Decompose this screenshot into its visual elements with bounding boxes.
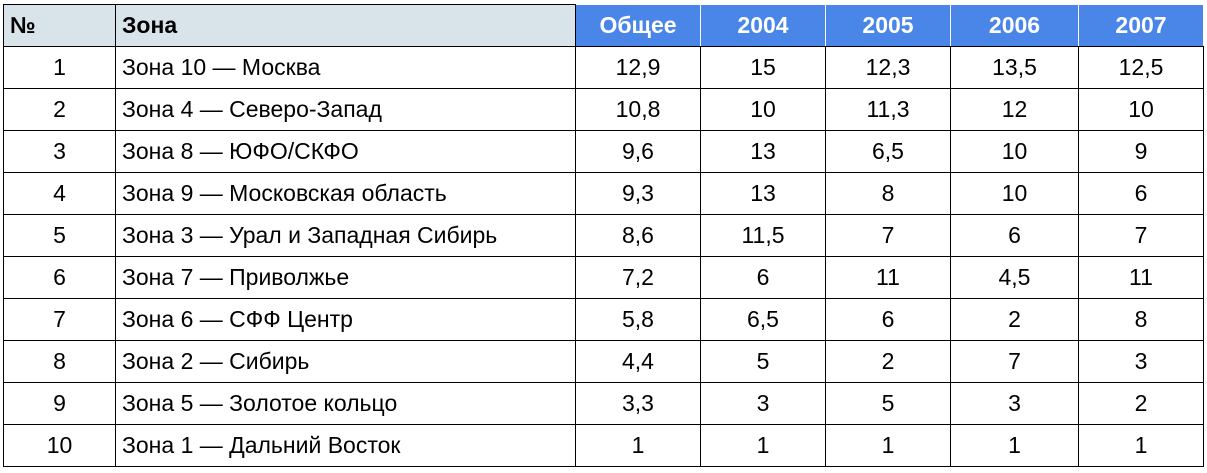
value-cell: 10 xyxy=(3,424,116,467)
value-cell: 6,5 xyxy=(825,130,951,173)
value-cell: 2 xyxy=(825,340,951,383)
value-cell: 7 xyxy=(1078,214,1204,257)
value-cell: 12 xyxy=(950,88,1079,131)
value-cell: 10 xyxy=(1078,88,1204,131)
value-cell: 12,3 xyxy=(825,46,951,89)
value-cell: 1 xyxy=(575,424,701,467)
value-cell: 5 xyxy=(825,382,951,425)
data-table: № Зона Общее 2004 2005 2006 2007 1 Зона 10 — Мо… xyxy=(3,4,1204,467)
value-cell: 3 xyxy=(3,130,116,173)
value-cell: 6 xyxy=(950,214,1079,257)
value-cell: 3 xyxy=(950,382,1079,425)
value-cell: 9 xyxy=(3,382,116,425)
value-cell: 7 xyxy=(825,214,951,257)
table-container: № Зона Общее 2004 2005 2006 2007 1 Зона 10 — Мо… xyxy=(3,4,1204,467)
header-cell: 2005 xyxy=(825,4,951,47)
zone-cell: Зона 4 — Северо-Запад xyxy=(115,88,576,131)
value-cell: 1 xyxy=(700,424,826,467)
value-cell: 9,6 xyxy=(575,130,701,173)
value-cell: 10,8 xyxy=(575,88,701,131)
value-cell: 11,5 xyxy=(700,214,826,257)
table-row: 8 Зона 2 — Сибирь 4,4 5 2 7 3 xyxy=(3,340,1204,383)
value-cell: 6,5 xyxy=(700,298,826,341)
value-cell: 1 xyxy=(3,46,116,89)
header-cell: № xyxy=(3,4,116,47)
value-cell: 5 xyxy=(700,340,826,383)
value-cell: 8,6 xyxy=(575,214,701,257)
value-cell: 5 xyxy=(3,214,116,257)
value-cell: 4,5 xyxy=(950,256,1079,299)
value-cell: 5,8 xyxy=(575,298,701,341)
value-cell: 10 xyxy=(950,130,1079,173)
table-row: 5 Зона 3 — Урал и Западная Сибирь 8,6 11,5 7… xyxy=(3,214,1204,257)
value-cell: 1 xyxy=(1078,424,1204,467)
zone-cell: Зона 8 — ЮФО/СКФО xyxy=(115,130,576,173)
table-body: 1 Зона 10 — Москва 12,9 15 12,3 13,5 12,5 2 Зона… xyxy=(3,46,1204,467)
value-cell: 9 xyxy=(1078,130,1204,173)
value-cell: 6 xyxy=(700,256,826,299)
value-cell: 6 xyxy=(825,298,951,341)
value-cell: 8 xyxy=(825,172,951,215)
value-cell: 12,9 xyxy=(575,46,701,89)
value-cell: 2 xyxy=(950,298,1079,341)
value-cell: 11,3 xyxy=(825,88,951,131)
value-cell: 7 xyxy=(950,340,1079,383)
value-cell: 6 xyxy=(3,256,116,299)
zone-cell: Зона 1 — Дальний Восток xyxy=(115,424,576,467)
zone-cell: Зона 3 — Урал и Западная Сибирь xyxy=(115,214,576,257)
value-cell: 13 xyxy=(700,172,826,215)
value-cell: 6 xyxy=(1078,172,1204,215)
value-cell: 4,4 xyxy=(575,340,701,383)
zone-cell: Зона 5 — Золотое кольцо xyxy=(115,382,576,425)
header-cell: Зона xyxy=(115,4,576,47)
value-cell: 2 xyxy=(3,88,116,131)
value-cell: 11 xyxy=(1078,256,1204,299)
value-cell: 1 xyxy=(825,424,951,467)
value-cell: 3 xyxy=(700,382,826,425)
zone-cell: Зона 2 — Сибирь xyxy=(115,340,576,383)
value-cell: 12,5 xyxy=(1078,46,1204,89)
value-cell: 13 xyxy=(700,130,826,173)
table-row: 10 Зона 1 — Дальний Восток 1 1 1 1 1 xyxy=(3,424,1204,467)
table-row: 6 Зона 7 — Приволжье 7,2 6 11 4,5 11 xyxy=(3,256,1204,299)
value-cell: 2 xyxy=(1078,382,1204,425)
table-row: 1 Зона 10 — Москва 12,9 15 12,3 13,5 12,5 xyxy=(3,46,1204,89)
value-cell: 11 xyxy=(825,256,951,299)
value-cell: 10 xyxy=(950,172,1079,215)
header-row: № Зона Общее 2004 2005 2006 2007 xyxy=(3,4,1204,47)
value-cell: 10 xyxy=(700,88,826,131)
value-cell: 15 xyxy=(700,46,826,89)
table-row: 4 Зона 9 — Московская область 9,3 13 8 10 6 xyxy=(3,172,1204,215)
header-cell: 2004 xyxy=(700,4,826,47)
zone-cell: Зона 10 — Москва xyxy=(115,46,576,89)
value-cell: 8 xyxy=(3,340,116,383)
value-cell: 13,5 xyxy=(950,46,1079,89)
value-cell: 9,3 xyxy=(575,172,701,215)
value-cell: 3 xyxy=(1078,340,1204,383)
value-cell: 7,2 xyxy=(575,256,701,299)
value-cell: 1 xyxy=(950,424,1079,467)
value-cell: 8 xyxy=(1078,298,1204,341)
table-row: 3 Зона 8 — ЮФО/СКФО 9,6 13 6,5 10 9 xyxy=(3,130,1204,173)
zone-cell: Зона 6 — СФФ Центр xyxy=(115,298,576,341)
header-cell: Общее xyxy=(575,4,701,47)
header-cell: 2006 xyxy=(950,4,1079,47)
value-cell: 3,3 xyxy=(575,382,701,425)
zone-cell: Зона 7 — Приволжье xyxy=(115,256,576,299)
table-row: 7 Зона 6 — СФФ Центр 5,8 6,5 6 2 8 xyxy=(3,298,1204,341)
table-row: 9 Зона 5 — Золотое кольцо 3,3 3 5 3 2 xyxy=(3,382,1204,425)
header-cell: 2007 xyxy=(1078,4,1204,47)
zone-cell: Зона 9 — Московская область xyxy=(115,172,576,215)
value-cell: 4 xyxy=(3,172,116,215)
table-row: 2 Зона 4 — Северо-Запад 10,8 10 11,3 12 10 xyxy=(3,88,1204,131)
value-cell: 7 xyxy=(3,298,116,341)
